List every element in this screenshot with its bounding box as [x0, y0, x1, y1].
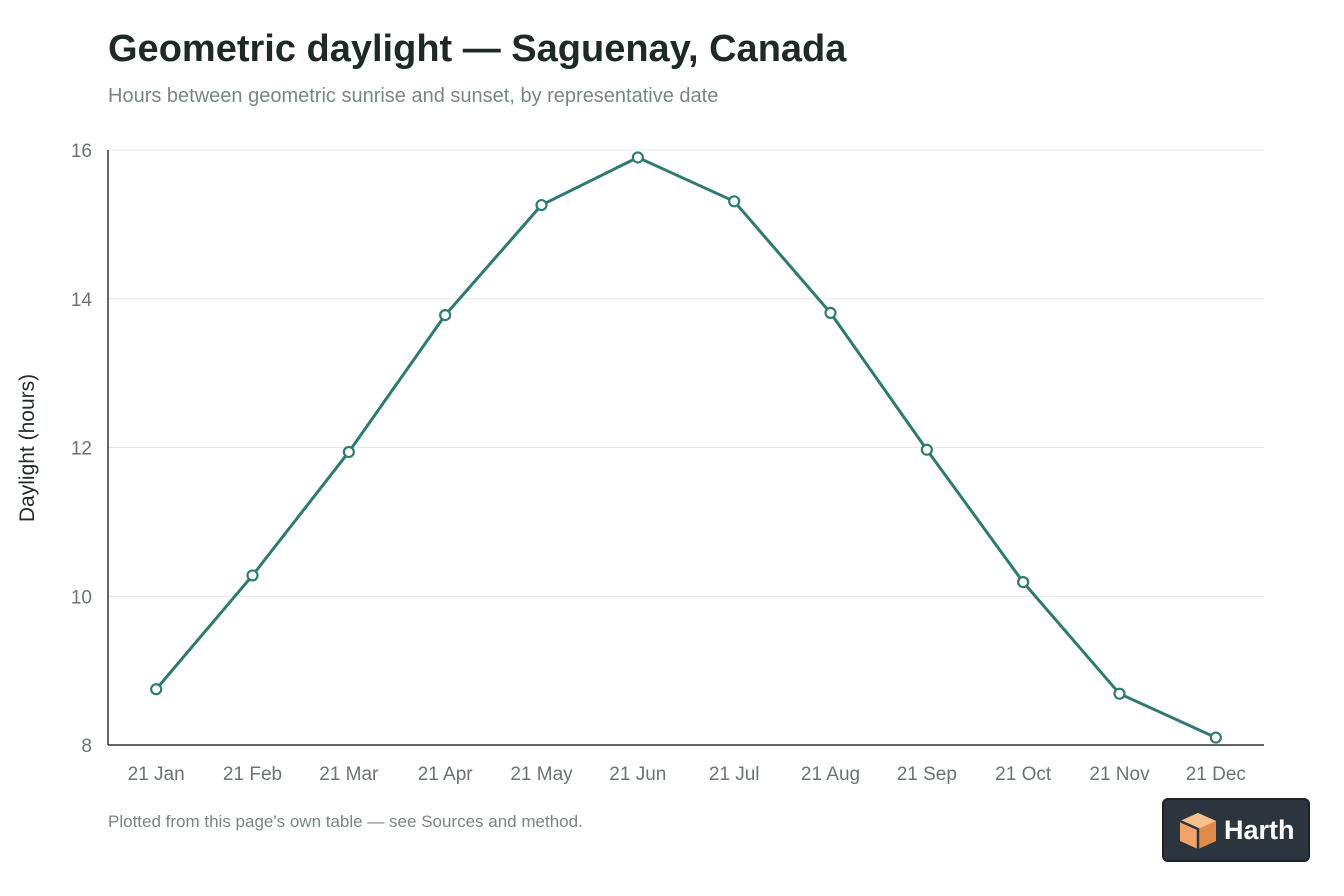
data-point[interactable]	[1113, 687, 1126, 700]
x-tick-label: 21 Nov	[1089, 764, 1150, 785]
y-tick-label: 8	[81, 736, 92, 757]
data-point[interactable]	[631, 151, 644, 164]
y-tick-labels: 8 10 12 14 16	[71, 141, 93, 757]
x-tick-labels: 21 Jan 21 Feb 21 Mar 21 Apr 21 May 21 Jun 21 J…	[128, 764, 1246, 785]
brand-name: Harth	[1224, 815, 1295, 845]
y-tick-label: 10	[71, 587, 92, 608]
data-point[interactable]	[728, 195, 741, 208]
data-point[interactable]	[246, 569, 259, 582]
series-line	[155, 155, 1217, 739]
x-tick-label: 21 Sep	[897, 764, 957, 785]
data-point[interactable]	[1209, 731, 1222, 744]
x-tick-label: 21 Aug	[801, 764, 860, 785]
data-point[interactable]	[920, 443, 933, 456]
x-tick-label: 21 Apr	[418, 764, 474, 785]
x-tick-label: 21 Mar	[319, 764, 379, 785]
gridlines	[108, 149, 1264, 597]
data-point[interactable]	[342, 445, 355, 459]
x-tick-label: 21 Oct	[995, 764, 1052, 785]
y-tick-label: 12	[71, 439, 92, 460]
x-tick-label: 21 Dec	[1186, 764, 1246, 785]
axes	[107, 150, 1264, 746]
data-point[interactable]	[824, 306, 837, 319]
chart-title: Geometric daylight — Saguenay, Canada	[108, 28, 847, 70]
footnote: Plotted from this page's own table — see…	[108, 812, 583, 831]
chart-subtitle: Hours between geometric sunrise and suns…	[108, 85, 719, 107]
y-tick-label: 14	[71, 290, 93, 311]
series-daylight	[150, 151, 1222, 744]
x-tick-label: 21 Feb	[223, 764, 282, 785]
x-tick-label: 21 Jul	[709, 764, 760, 785]
y-tick-label: 16	[71, 141, 92, 162]
x-tick-label: 21 May	[510, 764, 573, 785]
data-point[interactable]	[535, 198, 548, 212]
cube-logo-icon	[1179, 813, 1216, 849]
y-axis-label: Daylight (hours)	[16, 374, 39, 522]
daylight-line-chart: 8 10 12 14 16 21 Jan 21 Feb 21 Mar 21 Apr 21 May…	[16, 141, 1264, 785]
data-point[interactable]	[1017, 576, 1030, 589]
x-tick-label: 21 Jun	[609, 764, 666, 785]
data-point[interactable]	[150, 683, 163, 696]
x-tick-label: 21 Jan	[128, 764, 185, 785]
data-point[interactable]	[439, 309, 452, 322]
harth-badge[interactable]: Harth	[1162, 798, 1310, 862]
